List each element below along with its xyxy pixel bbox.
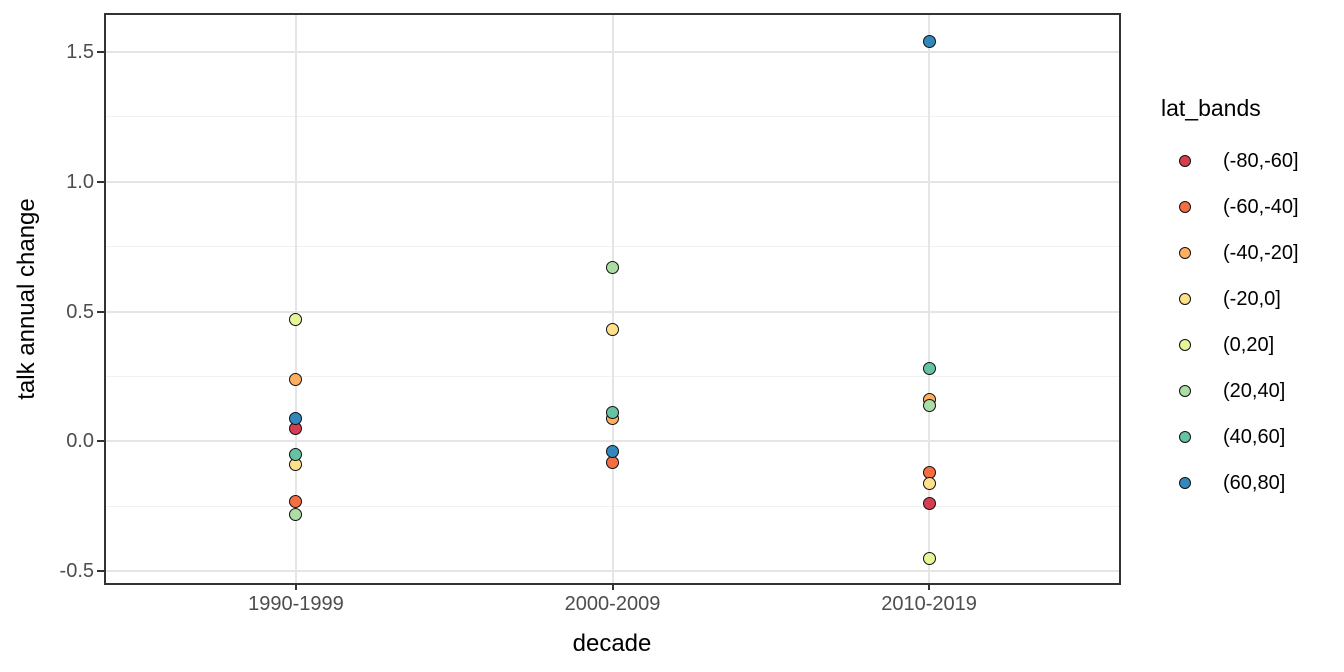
x-tick-mark [294,583,297,590]
y-tick-label: -0.5 [59,560,94,583]
legend-item-label: (-60,-40] [1223,195,1299,218]
legend-item-label: (-20,0] [1223,287,1281,310]
legend-item-label: (-80,-60] [1223,149,1299,172]
legend-item: (-80,-60] [1150,146,1299,176]
legend-key-dot [1179,385,1191,397]
legend-key-dot [1179,155,1191,167]
y-tick-mark [97,570,104,573]
x-tick-label: 1990-1999 [248,593,344,615]
legend-item-label: (-40,-20] [1223,241,1299,264]
data-point [922,34,936,48]
legend-key-dot [1179,201,1191,213]
legend-item: (40,60] [1150,422,1285,452]
data-point [606,260,619,274]
data-point [606,323,619,337]
data-point [922,497,936,511]
data-point [922,551,936,565]
y-tick-mark [97,180,104,183]
data-point [289,372,303,386]
legend-key-dot [1179,247,1191,259]
y-tick-label: 1.0 [66,170,94,193]
legend-key-dot [1179,293,1191,305]
data-point [606,406,619,420]
data-point [922,362,936,376]
legend-item-label: (60,80] [1223,471,1286,494]
legend-key-dot [1179,477,1191,489]
legend-item: (60,80] [1150,468,1285,498]
data-point [289,411,303,425]
legend-item-label: (0,20] [1223,333,1275,356]
legend-item: (-20,0] [1150,284,1281,314]
gridline-major-x [928,15,931,583]
plot-panel [104,13,1121,585]
data-point [922,398,936,412]
gridline-major-x [611,15,614,583]
data-point [606,445,619,459]
x-tick-mark [928,583,931,590]
y-tick-mark [97,50,104,53]
legend-item: (0,20] [1150,330,1274,360]
legend-title: lat_bands [1161,95,1261,121]
y-axis-title: talk annual change [13,198,40,400]
x-axis-title: decade [572,630,652,657]
gridline-major-x [294,15,297,583]
y-tick-label: 0.5 [66,300,94,323]
data-point [289,494,303,508]
data-point [289,447,303,461]
y-tick-label: 1.5 [66,40,94,63]
data-point [289,312,303,326]
legend-item: (-40,-20] [1150,238,1299,268]
x-tick-mark [611,583,614,590]
legend-item: (20,40] [1150,376,1285,406]
x-tick-label: 2000-2009 [564,593,661,615]
legend-item-label: (20,40] [1223,379,1286,402]
y-tick-mark [97,310,104,313]
y-tick-label: 0.0 [66,430,94,453]
legend-item-label: (40,60] [1223,425,1286,448]
legend-item: (-60,-40] [1150,192,1299,222]
data-point [922,476,936,490]
data-point [289,507,303,521]
legend-key-dot [1179,339,1191,351]
legend-key-dot [1179,431,1191,443]
y-tick-mark [97,440,104,443]
x-tick-label: 2010-2019 [881,593,977,615]
